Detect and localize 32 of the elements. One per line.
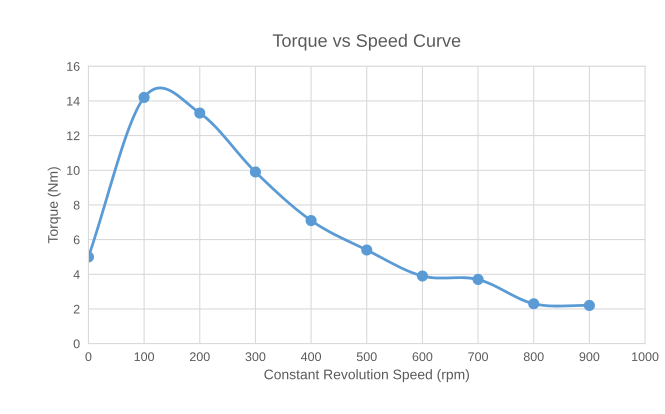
x-tick-label: 400 xyxy=(300,352,322,362)
x-tick-label: 1000 xyxy=(632,352,658,362)
x-tick-label: 200 xyxy=(190,352,210,362)
x-tick-label: 900 xyxy=(580,352,600,362)
point xyxy=(138,92,150,103)
point xyxy=(416,270,428,282)
y-tick-label: 14 xyxy=(67,96,80,106)
point xyxy=(584,300,595,312)
x-axis-title: Constant Revolution Speed (rpm) xyxy=(264,369,469,382)
y-tick-label: 8 xyxy=(74,200,80,210)
point xyxy=(361,244,372,256)
x-tick-label: 0 xyxy=(85,352,92,362)
point xyxy=(472,274,484,286)
y-tick-label: 0 xyxy=(74,339,80,348)
x-tick-label: 600 xyxy=(412,352,432,362)
y-tick-label: 6 xyxy=(74,235,80,244)
y-tick-label: 2 xyxy=(74,304,80,314)
point xyxy=(194,107,206,119)
x-tick-label: 300 xyxy=(245,352,266,362)
chart-title: Torque vs Speed Curve xyxy=(272,34,460,51)
x-tick-label: 700 xyxy=(468,352,488,362)
x-tick-label: 800 xyxy=(524,352,544,362)
point xyxy=(528,298,540,310)
y-axis-title: Torque (Nm) xyxy=(48,167,61,244)
point xyxy=(250,166,261,178)
y-tick-label: 4 xyxy=(73,270,80,279)
point xyxy=(306,214,317,226)
x-tick-label: 100 xyxy=(134,352,154,362)
x-tick-label: 500 xyxy=(356,352,377,362)
y-tick-label: 10 xyxy=(67,166,80,175)
y-tick-label: 16 xyxy=(67,62,80,71)
y-tick-label: 12 xyxy=(67,131,80,140)
